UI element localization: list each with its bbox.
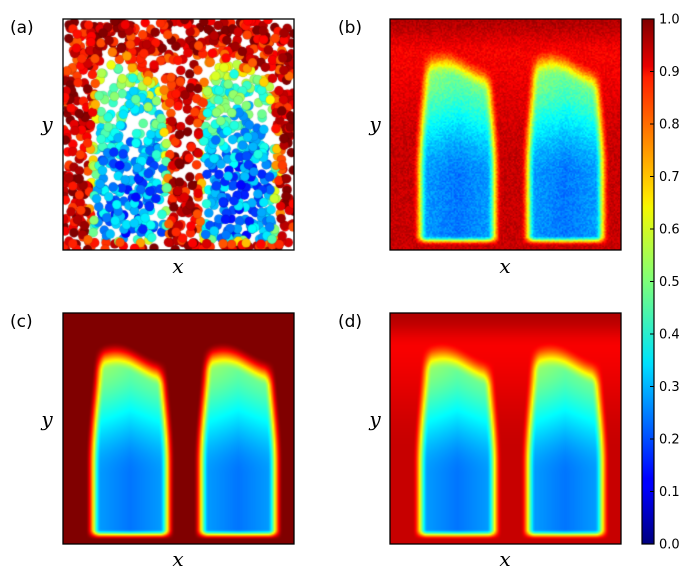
x-axis-label-c: x: [172, 547, 183, 571]
colorbar-tick-label: 0.2: [659, 433, 680, 448]
colorbar-tick-label: 0.8: [659, 118, 680, 133]
colorbar-tick-label: 0.7: [659, 170, 680, 185]
colorbar-tick-label: 0.3: [659, 380, 680, 395]
colorbar: 0.0 0.1 0.2 0.3 0.4 0.5 0.6 0.7 0.8 0.9 1.0: [641, 13, 680, 553]
panel-label-d: (d): [338, 312, 362, 332]
y-axis-label-c: y: [40, 407, 53, 431]
colorbar-gradient: [642, 19, 654, 544]
plot-frame-c: [62, 312, 295, 545]
y-axis-label-b: y: [368, 112, 381, 136]
plot-frame-d: [389, 312, 622, 545]
panel-label-b: (b): [338, 18, 362, 38]
colorbar-tick-label: 0.5: [659, 275, 680, 290]
y-axis-label-a: y: [40, 112, 53, 136]
panel-a: (a) x y: [10, 18, 295, 278]
heatmap-image-c: [63, 313, 294, 544]
x-axis-label-d: x: [499, 547, 510, 571]
panel-b: (b) x y: [338, 18, 622, 278]
colorbar-tick-label: 0.6: [659, 223, 680, 238]
colorbar-tick-label: 0.4: [659, 328, 680, 343]
panel-d: (d) x y: [338, 312, 622, 571]
panel-label-a: (a): [10, 18, 34, 38]
colorbar-ticks: 0.0 0.1 0.2 0.3 0.4 0.5 0.6 0.7 0.8 0.9 1.0: [650, 13, 680, 553]
heatmap-image-a: [63, 19, 294, 250]
panel-label-c: (c): [10, 312, 33, 332]
x-axis-label-a: x: [172, 254, 183, 278]
colorbar-tick-label: 0.0: [659, 538, 680, 553]
heatmap-image-d: [390, 313, 621, 544]
plot-frame-a: [62, 18, 295, 251]
colorbar-tick-label: 0.9: [659, 65, 680, 80]
heatmap-image-b: [390, 19, 621, 250]
panel-c: (c) x y: [10, 312, 295, 571]
y-axis-label-d: y: [368, 407, 381, 431]
colorbar-tick-label: 0.1: [659, 485, 680, 500]
colorbar-tick-label: 1.0: [659, 13, 680, 28]
plot-frame-b: [389, 18, 622, 251]
x-axis-label-b: x: [499, 254, 510, 278]
